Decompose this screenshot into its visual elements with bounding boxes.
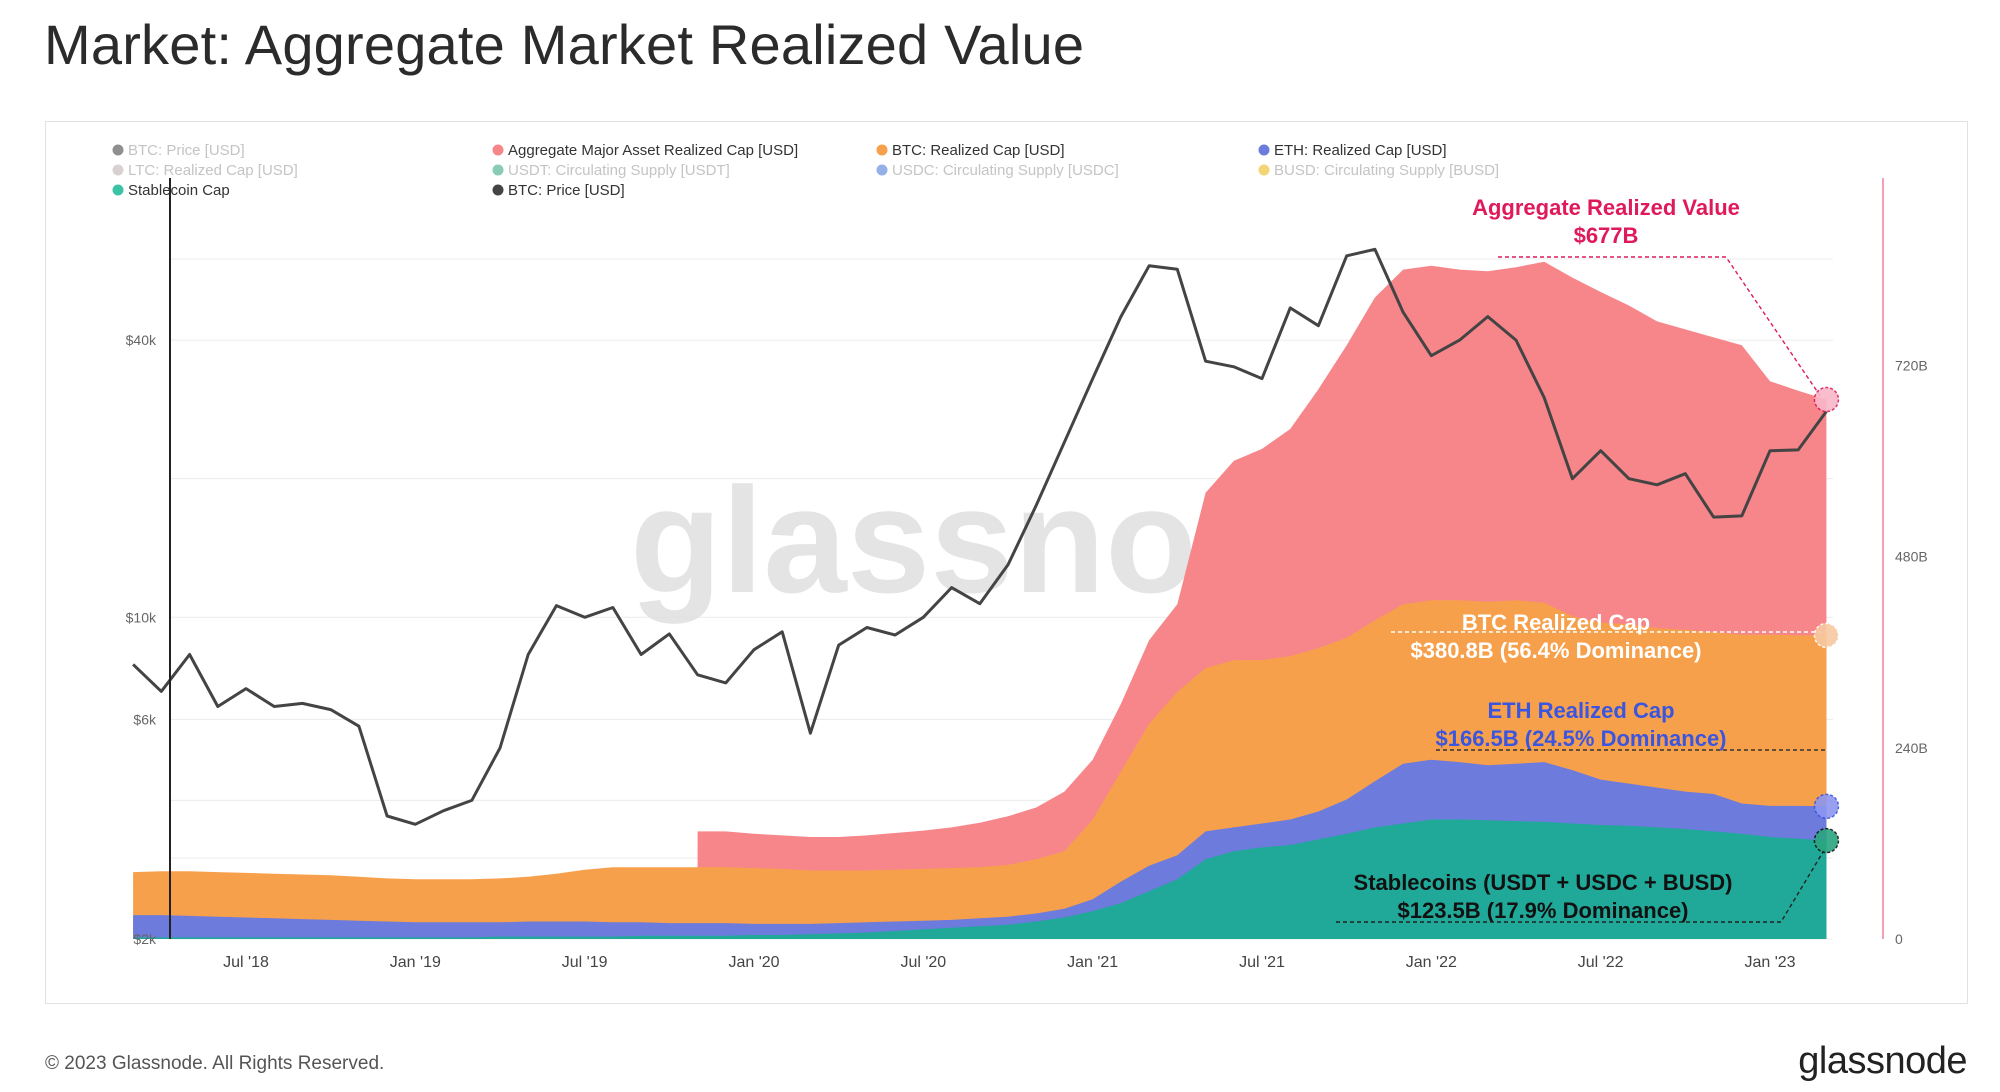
x-tick-label: Jul '21 [1239, 954, 1285, 971]
annotation-leader-line [1336, 846, 1827, 923]
legend-label[interactable]: USDC: Circulating Supply [USDC] [892, 162, 1119, 179]
y-right-tick-label: 720B [1895, 357, 1928, 373]
legend-item[interactable]: BTC: Price [USD] [112, 142, 245, 159]
legend-label[interactable]: BTC: Realized Cap [USD] [892, 142, 1065, 159]
legend-swatch[interactable] [876, 164, 888, 176]
annotation-title: Stablecoins (USDT + USDC + BUSD) [1354, 870, 1733, 895]
legend-item[interactable]: ETH: Realized Cap [USD] [1258, 142, 1447, 159]
y-left-tick-label: $40k [126, 332, 157, 348]
legend-swatch[interactable] [492, 164, 504, 176]
aggregate-realized-value-annotation: Aggregate Realized Value $677B [1472, 195, 1740, 248]
annotation-value: $677B [1574, 223, 1639, 248]
legend-swatch[interactable] [492, 144, 504, 156]
legend-item[interactable]: USDT: Circulating Supply [USDT] [492, 162, 730, 179]
legend-swatch[interactable] [492, 184, 504, 196]
legend-swatch[interactable] [112, 184, 124, 196]
x-tick-label: Jan '21 [1067, 954, 1118, 971]
legend-label[interactable]: BUSD: Circulating Supply [BUSD] [1274, 162, 1499, 179]
legend-item[interactable]: Aggregate Major Asset Realized Cap [USD] [492, 142, 799, 159]
series-end-marker [1813, 622, 1840, 649]
legend-swatch[interactable] [876, 144, 888, 156]
annotation-value: $123.5B (17.9% Dominance) [1397, 898, 1688, 923]
x-tick-label: Jan '20 [728, 954, 779, 971]
legend-label[interactable]: Aggregate Major Asset Realized Cap [USD] [508, 142, 798, 159]
y-right-tick-label: 0 [1895, 931, 1903, 947]
legend-label[interactable]: ETH: Realized Cap [USD] [1274, 142, 1447, 159]
stablecoin-cap-area [133, 819, 1827, 939]
legend-swatch[interactable] [1258, 164, 1270, 176]
legend-label[interactable]: Stablecoin Cap [128, 182, 230, 199]
chart-svg: glassnode$2k$6k$10k$40k0240B480B720BJul … [112, 142, 1928, 971]
glassnode-logo[interactable]: glassnode [1798, 1040, 1967, 1082]
legend-item[interactable]: USDC: Circulating Supply [USDC] [876, 162, 1119, 179]
annotation-value: $380.8B (56.4% Dominance) [1410, 638, 1701, 663]
annotation-title: BTC Realized Cap [1462, 610, 1650, 635]
footer-copyright: © 2023 Glassnode. All Rights Reserved. [45, 1053, 385, 1074]
legend-swatch[interactable] [112, 164, 124, 176]
legend-item[interactable]: Stablecoin Cap [112, 182, 230, 199]
btc-realized-cap-annotation: BTC Realized Cap $380.8B (56.4% Dominance… [1410, 610, 1701, 663]
legend-item[interactable]: BTC: Price [USD] [492, 182, 625, 199]
legend-swatch[interactable] [1258, 144, 1270, 156]
legend-item[interactable]: LTC: Realized Cap [USD] [112, 162, 298, 179]
x-tick-label: Jan '19 [390, 954, 441, 971]
y-left-tick-label: $6k [133, 711, 157, 727]
x-tick-label: Jan '22 [1406, 954, 1457, 971]
y-right-tick-label: 240B [1895, 740, 1928, 756]
annotation-leader-line [1498, 256, 1822, 398]
page-title: Market: Aggregate Market Realized Value [44, 13, 1085, 76]
y-left-tick-label: $2k [133, 931, 157, 947]
legend-swatch[interactable] [112, 144, 124, 156]
y-left-tick-label: $10k [126, 609, 157, 625]
x-tick-label: Jul '22 [1578, 954, 1624, 971]
x-tick-label: Jan '23 [1744, 954, 1795, 971]
legend-item[interactable]: BTC: Realized Cap [USD] [876, 142, 1065, 159]
y-right-tick-label: 480B [1895, 549, 1928, 565]
legend: BTC: Price [USD] Aggregate Major Asset Re… [112, 142, 1500, 199]
legend-label[interactable]: BTC: Price [USD] [128, 142, 245, 159]
x-tick-label: Jul '20 [900, 954, 946, 971]
x-tick-label: Jul '18 [223, 954, 269, 971]
btc-price-line [132, 247, 1828, 826]
annotation-title: Aggregate Realized Value [1472, 195, 1740, 220]
legend-label[interactable]: LTC: Realized Cap [USD] [128, 162, 298, 179]
series-end-marker [1813, 827, 1840, 854]
chart-frame: glassnode $2k $6k $10k $40k 0 240B 480B 720B Jul … [45, 121, 1968, 1004]
annotation-value: $166.5B (24.5% Dominance) [1435, 726, 1726, 751]
legend-label[interactable]: USDT: Circulating Supply [USDT] [508, 162, 730, 179]
stablecoins-annotation: Stablecoins (USDT + USDC + BUSD) $123.5B … [1354, 870, 1733, 923]
area-series [133, 261, 1827, 939]
annotation-title: ETH Realized Cap [1487, 698, 1674, 723]
legend-label[interactable]: BTC: Price [USD] [508, 182, 625, 199]
eth-realized-cap-annotation: ETH Realized Cap $166.5B (24.5% Dominance… [1435, 698, 1726, 751]
legend-item[interactable]: BUSD: Circulating Supply [BUSD] [1258, 162, 1500, 179]
series-end-marker [1813, 793, 1840, 820]
gridlines [170, 258, 1833, 940]
series-end-marker [1813, 386, 1840, 413]
x-tick-label: Jul '19 [562, 954, 608, 971]
